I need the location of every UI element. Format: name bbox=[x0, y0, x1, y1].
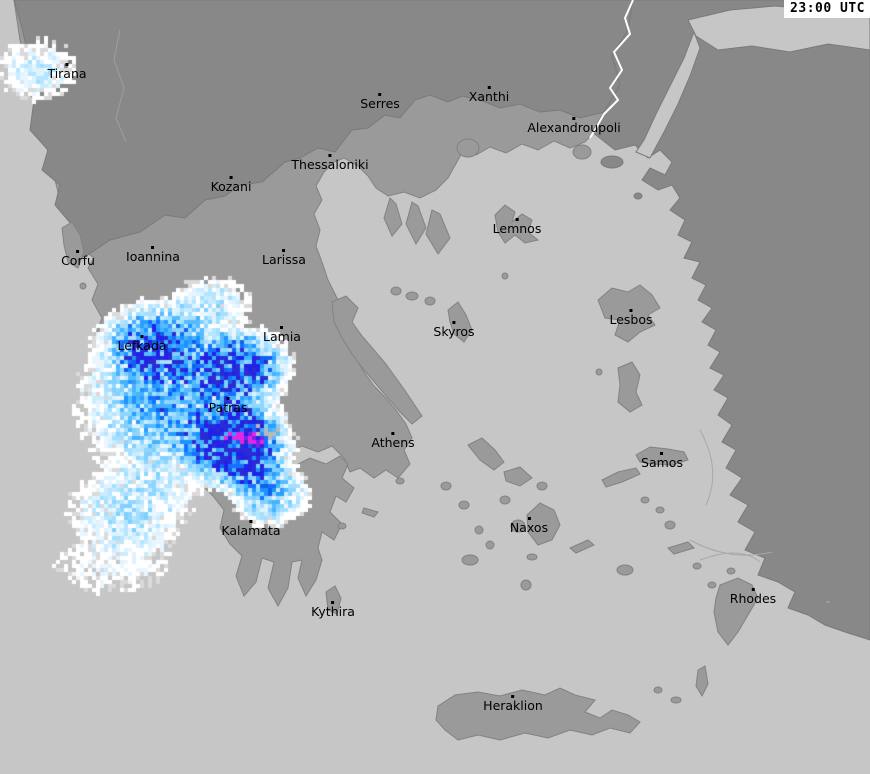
timestamp-badge: 23:00 UTC bbox=[784, 0, 870, 18]
